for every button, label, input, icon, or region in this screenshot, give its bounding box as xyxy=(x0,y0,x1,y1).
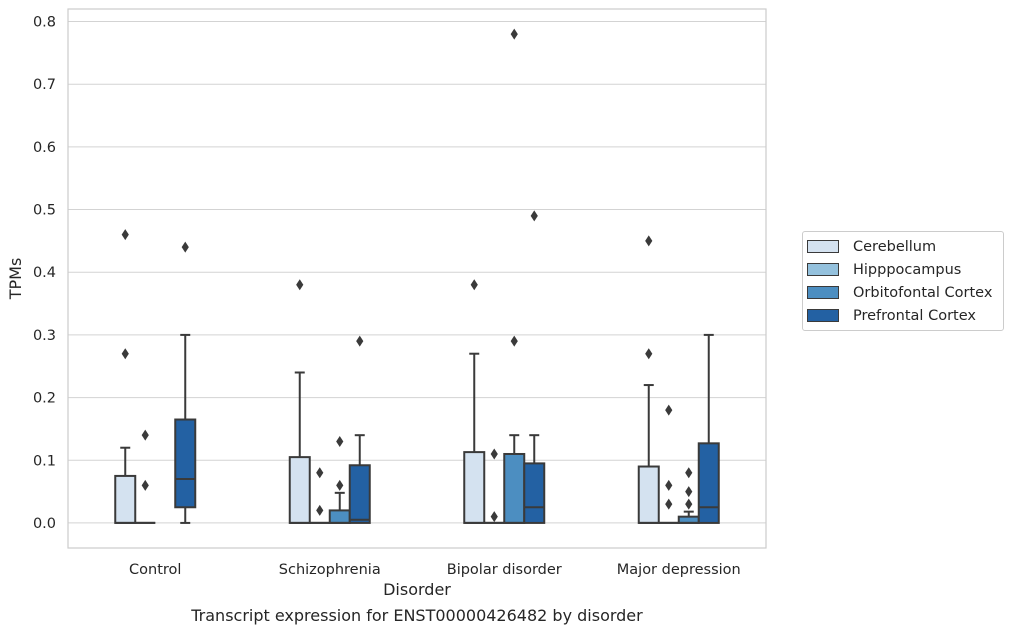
outlier-point xyxy=(530,210,538,222)
y-tick-label: 0.1 xyxy=(33,453,56,469)
figure-caption: Transcript expression for ENST0000042648… xyxy=(191,606,643,625)
box xyxy=(503,452,526,524)
legend-swatch-prefrontal-cortex xyxy=(807,309,839,322)
y-tick-label: 0.0 xyxy=(33,516,56,532)
x-tick-label: Major depression xyxy=(617,562,741,578)
outlier-point xyxy=(685,486,693,498)
box xyxy=(463,451,486,524)
box xyxy=(637,465,660,524)
box xyxy=(288,456,311,524)
y-tick-label: 0.5 xyxy=(33,203,56,219)
outlier-point xyxy=(121,348,129,360)
box xyxy=(348,464,371,524)
legend-item-orbitofontal-cortex: Orbitofontal Cortex xyxy=(803,281,1003,304)
box xyxy=(174,418,197,509)
outlier-point xyxy=(685,498,693,510)
outlier-point xyxy=(336,435,344,447)
x-tick-label: Bipolar disorder xyxy=(447,562,562,578)
y-tick-label: 0.8 xyxy=(33,15,56,31)
outlier-point xyxy=(336,479,344,491)
x-tick-label: Control xyxy=(129,562,181,578)
y-tick-label: 0.6 xyxy=(33,140,56,156)
box xyxy=(697,442,720,524)
legend: Cerebellum Hipppocampus Orbitofontal Cor… xyxy=(802,231,1004,331)
legend-item-prefrontal-cortex: Prefrontal Cortex xyxy=(803,304,1003,327)
legend-swatch-hipppocampus xyxy=(807,263,839,276)
y-tick-label: 0.3 xyxy=(33,328,56,344)
plot-frame xyxy=(67,8,767,549)
legend-label: Cerebellum xyxy=(853,238,937,255)
legend-label: Hipppocampus xyxy=(853,261,962,278)
outlier-point xyxy=(510,28,518,40)
outlier-point xyxy=(356,335,364,347)
outlier-point xyxy=(296,279,304,291)
x-axis-label: Disorder xyxy=(383,580,451,599)
y-tick-label: 0.2 xyxy=(33,391,56,407)
y-tick-label: 0.7 xyxy=(33,77,56,93)
outlier-point xyxy=(665,479,673,491)
outlier-point xyxy=(121,229,129,241)
outlier-point xyxy=(316,467,324,479)
box xyxy=(328,509,351,524)
legend-label: Orbitofontal Cortex xyxy=(853,284,993,301)
y-tick-label: 0.4 xyxy=(33,265,56,281)
legend-swatch-cerebellum xyxy=(807,240,839,253)
legend-label: Prefrontal Cortex xyxy=(853,307,976,324)
box xyxy=(523,462,546,524)
legend-swatch-orbitofontal-cortex xyxy=(807,286,839,299)
y-axis-label: TPMs xyxy=(6,258,25,301)
legend-item-cerebellum: Cerebellum xyxy=(803,235,1003,258)
outlier-point xyxy=(665,498,673,510)
outlier-point xyxy=(645,235,653,247)
outlier-point xyxy=(316,504,324,516)
outlier-point xyxy=(141,429,149,441)
legend-item-hipppocampus: Hipppocampus xyxy=(803,258,1003,281)
outlier-point xyxy=(470,279,478,291)
outlier-point xyxy=(510,335,518,347)
outlier-point xyxy=(181,241,189,253)
outlier-point xyxy=(645,348,653,360)
outlier-point xyxy=(490,448,498,460)
outlier-point xyxy=(490,511,498,523)
outlier-point xyxy=(141,479,149,491)
x-tick-label: Schizophrenia xyxy=(279,562,381,578)
outlier-point xyxy=(665,404,673,416)
outlier-point xyxy=(685,467,693,479)
box xyxy=(114,474,137,524)
